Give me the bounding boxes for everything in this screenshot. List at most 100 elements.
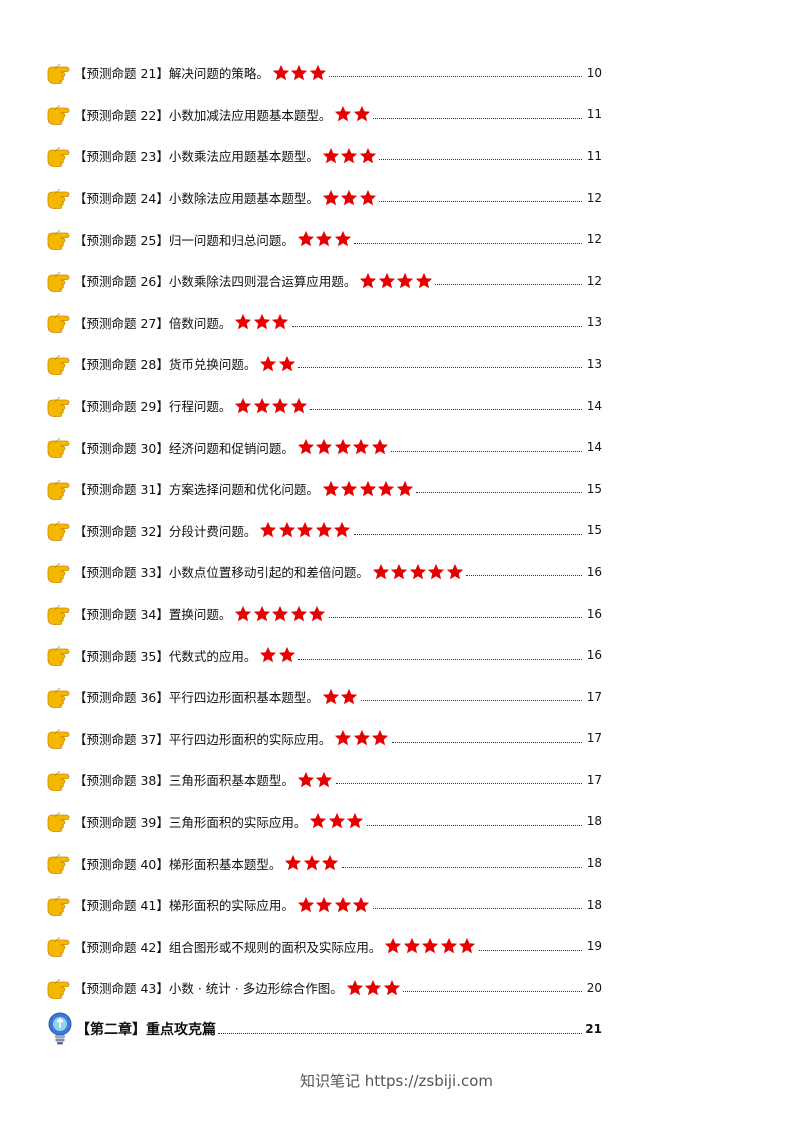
page-number: 18 — [586, 814, 602, 829]
dot-leader — [218, 1032, 582, 1034]
star-rating — [359, 272, 433, 290]
page-number: 13 — [586, 315, 602, 330]
pointing-hand-icon — [46, 642, 72, 668]
toc-entry-label: 【预测命题 34】置换问题。 — [74, 607, 232, 623]
toc-entry[interactable]: 【预测命题 40】梯形面积基本题型。 18 — [46, 842, 602, 884]
toc-entry[interactable]: 【预测命题 35】代数式的应用。 16 — [46, 634, 602, 676]
star-rating — [259, 355, 296, 373]
star-icon — [340, 688, 359, 706]
toc-entry[interactable]: 【预测命题 28】货币兑换问题。 13 — [46, 343, 602, 385]
dot-leader — [373, 117, 582, 119]
toc-entry[interactable]: 【预测命题 23】小数乘法应用题基本题型。 11 — [46, 135, 602, 177]
star-icon — [322, 480, 341, 498]
page-number: 15 — [586, 481, 602, 496]
star-rating — [346, 979, 402, 997]
star-rating — [384, 937, 477, 955]
toc-entry-label: 【预测命题 40】梯形面积基本题型。 — [74, 856, 282, 872]
page-number: 17 — [586, 689, 602, 704]
pointing-hand-icon — [46, 476, 72, 502]
star-icon — [322, 147, 341, 165]
star-icon — [309, 812, 328, 830]
toc-entry[interactable]: 【预测命题 43】小数 · 统计 · 多边形综合作图。 20 — [46, 967, 602, 1009]
star-icon — [271, 605, 290, 623]
toc-entry[interactable]: 【预测命题 37】平行四边形面积的实际应用。 17 — [46, 718, 602, 760]
star-rating — [322, 480, 415, 498]
pointing-hand-icon — [46, 309, 72, 335]
pointing-hand-icon — [46, 351, 72, 377]
pointing-hand-icon — [46, 393, 72, 419]
page-number: 16 — [586, 564, 602, 579]
star-rating — [322, 688, 359, 706]
star-icon — [234, 313, 253, 331]
star-rating — [322, 147, 378, 165]
page-number: 11 — [586, 148, 602, 163]
page-number: 21 — [585, 1022, 602, 1037]
star-rating — [259, 646, 296, 664]
dot-leader — [366, 824, 582, 826]
star-icon — [396, 480, 415, 498]
star-rating — [334, 729, 390, 747]
toc-entry[interactable]: 【预测命题 29】行程问题。 14 — [46, 385, 602, 427]
star-rating — [297, 230, 353, 248]
page-number: 17 — [586, 731, 602, 746]
toc-entry[interactable]: 【预测命题 27】倍数问题。 13 — [46, 302, 602, 344]
toc-entry[interactable]: 【预测命题 33】小数点位置移动引起的和差倍问题。 16 — [46, 551, 602, 593]
dot-leader — [416, 492, 582, 494]
toc-entry[interactable]: 【预测命题 38】三角形面积基本题型。 17 — [46, 759, 602, 801]
star-rating — [297, 771, 334, 789]
pointing-hand-icon — [46, 226, 72, 252]
toc-entry[interactable]: 【预测命题 22】小数加减法应用题基本题型。 11 — [46, 94, 602, 136]
toc-entry[interactable]: 【预测命题 41】梯形面积的实际应用。 18 — [46, 884, 602, 926]
toc-entry[interactable]: 【预测命题 36】平行四边形面积基本题型。 17 — [46, 676, 602, 718]
page-number: 12 — [586, 232, 602, 247]
toc-entry-label: 【预测命题 24】小数除法应用题基本题型。 — [74, 191, 319, 207]
pointing-hand-icon — [46, 101, 72, 127]
page-number: 19 — [586, 939, 602, 954]
dot-leader — [354, 242, 582, 244]
star-rating — [259, 521, 352, 539]
toc-entry-label: 【预测命题 22】小数加减法应用题基本题型。 — [74, 107, 332, 123]
toc-entry[interactable]: 【预测命题 25】归一问题和归总问题。 12 — [46, 218, 602, 260]
toc-entry-label: 【预测命题 37】平行四边形面积的实际应用。 — [74, 731, 332, 747]
toc-entry[interactable]: 【预测命题 31】方案选择问题和优化问题。 15 — [46, 468, 602, 510]
toc-entry[interactable]: 【预测命题 26】小数乘除法四则混合运算应用题。 12 — [46, 260, 602, 302]
toc-entry[interactable]: 【预测命题 21】解决问题的策略。 10 — [46, 52, 602, 94]
star-rating — [322, 189, 378, 207]
star-icon — [334, 438, 353, 456]
star-icon — [290, 605, 309, 623]
pointing-hand-icon — [46, 684, 72, 710]
toc-entry-label: 【预测命题 36】平行四边形面积基本题型。 — [74, 690, 319, 706]
star-icon — [340, 147, 359, 165]
star-icon — [352, 896, 371, 914]
page-number: 16 — [586, 648, 602, 663]
toc-entry-label: 【预测命题 29】行程问题。 — [74, 399, 232, 415]
pointing-hand-icon — [46, 268, 72, 294]
toc-entry-label: 【预测命题 31】方案选择问题和优化问题。 — [74, 482, 319, 498]
toc-entry[interactable]: 【预测命题 34】置换问题。 16 — [46, 593, 602, 635]
star-icon — [371, 438, 390, 456]
dot-leader — [435, 284, 582, 286]
toc-chapter-entry[interactable]: 【第二章】重点攻克篇 21 — [46, 1009, 602, 1051]
toc-entry[interactable]: 【预测命题 30】经济问题和促销问题。 14 — [46, 426, 602, 468]
star-icon — [346, 979, 365, 997]
table-of-contents: 【预测命题 21】解决问题的策略。 10 【预测命题 22】小数加减法应用题基本题型… — [46, 52, 602, 1050]
star-icon — [309, 64, 328, 82]
toc-entry-label: 【预测命题 39】三角形面积的实际应用。 — [74, 814, 307, 830]
pointing-hand-icon — [46, 975, 72, 1001]
toc-entry[interactable]: 【预测命题 39】三角形面积的实际应用。 18 — [46, 801, 602, 843]
star-rating — [372, 563, 465, 581]
pointing-hand-icon — [46, 892, 72, 918]
star-icon — [290, 64, 309, 82]
toc-entry[interactable]: 【预测命题 32】分段计费问题。 15 — [46, 510, 602, 552]
star-icon — [359, 480, 378, 498]
star-rating — [234, 605, 327, 623]
star-icon — [271, 397, 290, 415]
star-icon — [340, 189, 359, 207]
pointing-hand-icon — [46, 185, 72, 211]
toc-entry[interactable]: 【预测命题 42】组合图形或不规则的面积及实际应用。 19 — [46, 925, 602, 967]
toc-entry-label: 【预测命题 30】经济问题和促销问题。 — [74, 440, 294, 456]
pointing-hand-icon — [46, 143, 72, 169]
toc-entry[interactable]: 【预测命题 24】小数除法应用题基本题型。 12 — [46, 177, 602, 219]
star-icon — [340, 480, 359, 498]
star-icon — [359, 189, 378, 207]
